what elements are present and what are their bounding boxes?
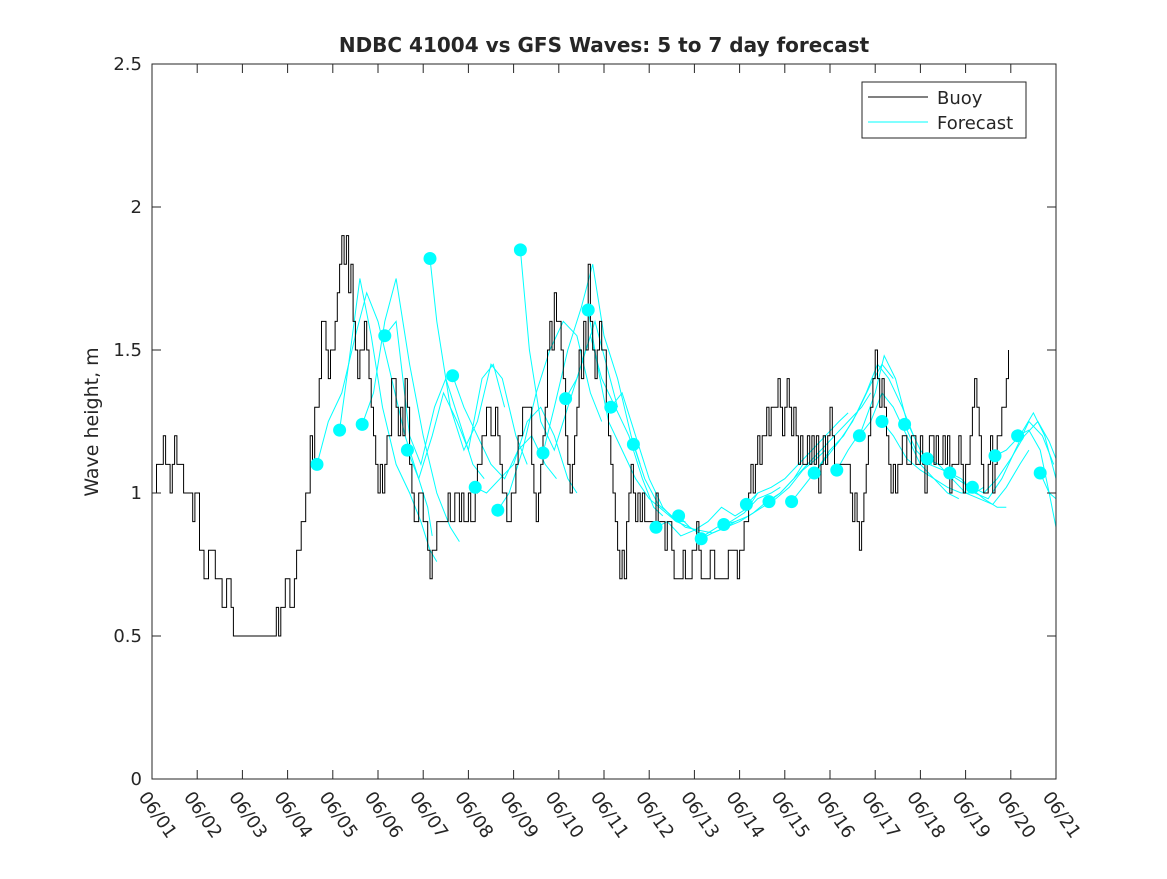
forecast-marker-9 <box>491 503 505 517</box>
forecast-marker-29 <box>943 466 957 480</box>
forecast-marker-1 <box>310 457 324 471</box>
forecast-line-23 <box>813 363 915 474</box>
forecast-marker-13 <box>581 303 595 317</box>
forecast-line-22 <box>791 363 894 502</box>
forecast-line-32 <box>1017 429 1057 500</box>
forecast-marker-2 <box>333 423 347 437</box>
y-tick-label: 1 <box>131 483 142 504</box>
y-tick-label: 2.5 <box>113 54 142 75</box>
plot-area <box>152 235 1057 637</box>
legend-label-buoy: Buoy <box>937 88 983 109</box>
y-tick-label: 1.5 <box>113 340 142 361</box>
forecast-marker-10 <box>513 243 527 257</box>
forecast-marker-6 <box>423 252 437 265</box>
forecast-marker-19 <box>717 518 731 531</box>
forecast-marker-4 <box>378 329 392 343</box>
forecast-marker-8 <box>468 480 482 494</box>
forecast-marker-11 <box>536 446 550 460</box>
forecast-marker-15 <box>626 437 640 451</box>
forecast-marker-5 <box>400 443 414 457</box>
forecast-marker-31 <box>988 449 1002 463</box>
forecast-line-6 <box>429 258 528 465</box>
forecast-line-13 <box>587 309 686 523</box>
forecast-marker-14 <box>604 400 618 414</box>
forecast-marker-30 <box>965 480 979 494</box>
y-tick-label: 0 <box>131 769 142 790</box>
forecast-marker-7 <box>446 369 460 383</box>
forecast-line-1 <box>316 291 433 536</box>
forecast-marker-25 <box>852 429 866 443</box>
forecast-marker-3 <box>355 417 369 431</box>
legend-box <box>861 81 1027 139</box>
forecast-marker-28 <box>920 452 934 466</box>
chart-title: NDBC 41004 vs GFS Waves: 5 to 7 day fore… <box>339 33 870 57</box>
forecast-line-31 <box>994 411 1057 479</box>
y-tick-label: 2 <box>131 197 142 218</box>
forecast-line-3 <box>361 278 460 542</box>
forecast-marker-32 <box>1011 429 1025 443</box>
forecast-line-30 <box>972 420 1057 494</box>
forecast-marker-18 <box>694 532 708 546</box>
forecast-line-11 <box>542 264 641 465</box>
forecast-marker-27 <box>898 417 912 431</box>
forecast-marker-22 <box>785 495 799 509</box>
y-axis-label: Wave height, m <box>81 347 103 496</box>
forecast-marker-33 <box>1033 466 1047 480</box>
y-tick-label: 0.5 <box>113 626 142 647</box>
forecast-line-28 <box>926 449 1030 506</box>
forecast-marker-16 <box>649 520 663 534</box>
legend-label-forecast: Forecast <box>937 113 1013 134</box>
forecast-marker-17 <box>672 509 686 523</box>
forecast-line-8 <box>474 406 578 494</box>
forecast-line-17 <box>678 486 781 537</box>
forecast-marker-20 <box>739 497 753 511</box>
forecast-marker-24 <box>830 463 844 477</box>
forecast-marker-26 <box>875 415 889 428</box>
legend: Buoy Forecast <box>861 81 1027 139</box>
forecast-marker-21 <box>762 495 776 509</box>
forecast-marker-23 <box>807 466 821 480</box>
forecast-marker-12 <box>559 392 573 406</box>
